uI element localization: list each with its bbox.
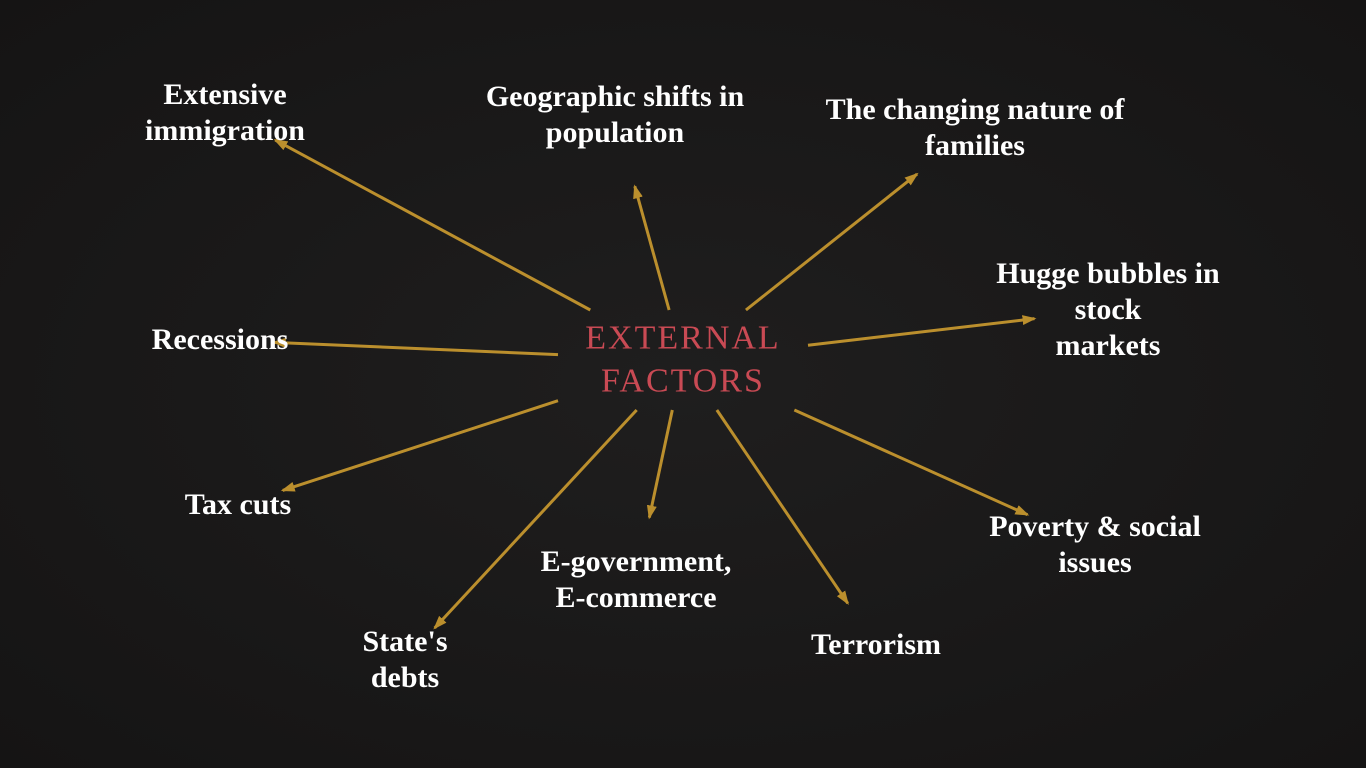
node-stock-bubbles: Hugge bubbles in stock markets [979, 256, 1237, 364]
node-changing-families: The changing nature of families [826, 92, 1125, 164]
node-states-debts: State's debts [363, 624, 448, 696]
node-poverty-social: Poverty & social issues [989, 509, 1201, 581]
node-egov-ecommerce: E-government, E-commerce [541, 544, 732, 616]
node-terrorism: Terrorism [811, 627, 941, 663]
node-recessions: Recessions [152, 322, 289, 358]
node-tax-cuts: Tax cuts [185, 487, 291, 523]
node-geographic-shifts: Geographic shifts in population [486, 79, 744, 151]
center-title: EXTERNAL FACTORS [585, 318, 780, 403]
node-extensive-immigration: Extensive immigration [145, 77, 305, 149]
diagram-canvas: EXTERNAL FACTORS Extensive immigration Ge… [0, 0, 1366, 768]
